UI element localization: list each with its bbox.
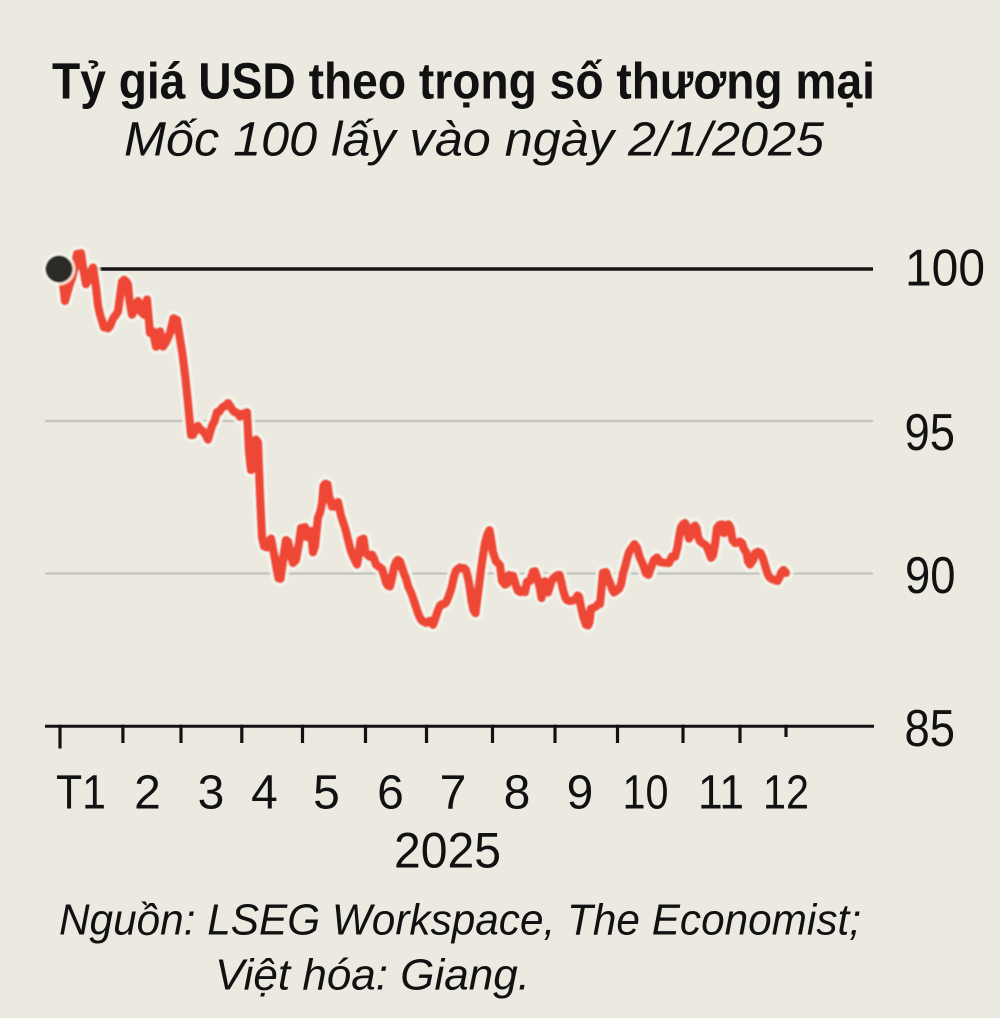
svg-text:90: 90 <box>905 547 956 605</box>
svg-text:2: 2 <box>134 767 161 820</box>
svg-text:10: 10 <box>623 767 669 820</box>
svg-text:2025: 2025 <box>394 823 501 879</box>
svg-text:Việt hóa: Giang.: Việt hóa: Giang. <box>215 951 530 1000</box>
svg-text:Nguồn: LSEG Workspace, The Eco: Nguồn: LSEG Workspace, The Economist; <box>59 896 861 945</box>
svg-text:T1: T1 <box>56 767 106 820</box>
svg-text:8: 8 <box>504 767 531 820</box>
svg-text:9: 9 <box>567 767 594 820</box>
svg-text:95: 95 <box>905 404 956 462</box>
svg-text:3: 3 <box>198 767 225 820</box>
svg-text:85: 85 <box>905 700 956 758</box>
svg-text:12: 12 <box>763 767 809 820</box>
svg-text:7: 7 <box>440 767 467 820</box>
svg-text:Mốc 100 lấy vào ngày 2/1/2025: Mốc 100 lấy vào ngày 2/1/2025 <box>124 114 824 167</box>
svg-text:6: 6 <box>377 767 404 820</box>
svg-text:11: 11 <box>698 767 744 820</box>
svg-text:Tỷ giá USD theo trọng số thươn: Tỷ giá USD theo trọng số thương mại <box>52 53 875 110</box>
svg-text:100: 100 <box>905 240 985 298</box>
svg-text:4: 4 <box>251 767 278 820</box>
svg-text:5: 5 <box>313 767 340 820</box>
